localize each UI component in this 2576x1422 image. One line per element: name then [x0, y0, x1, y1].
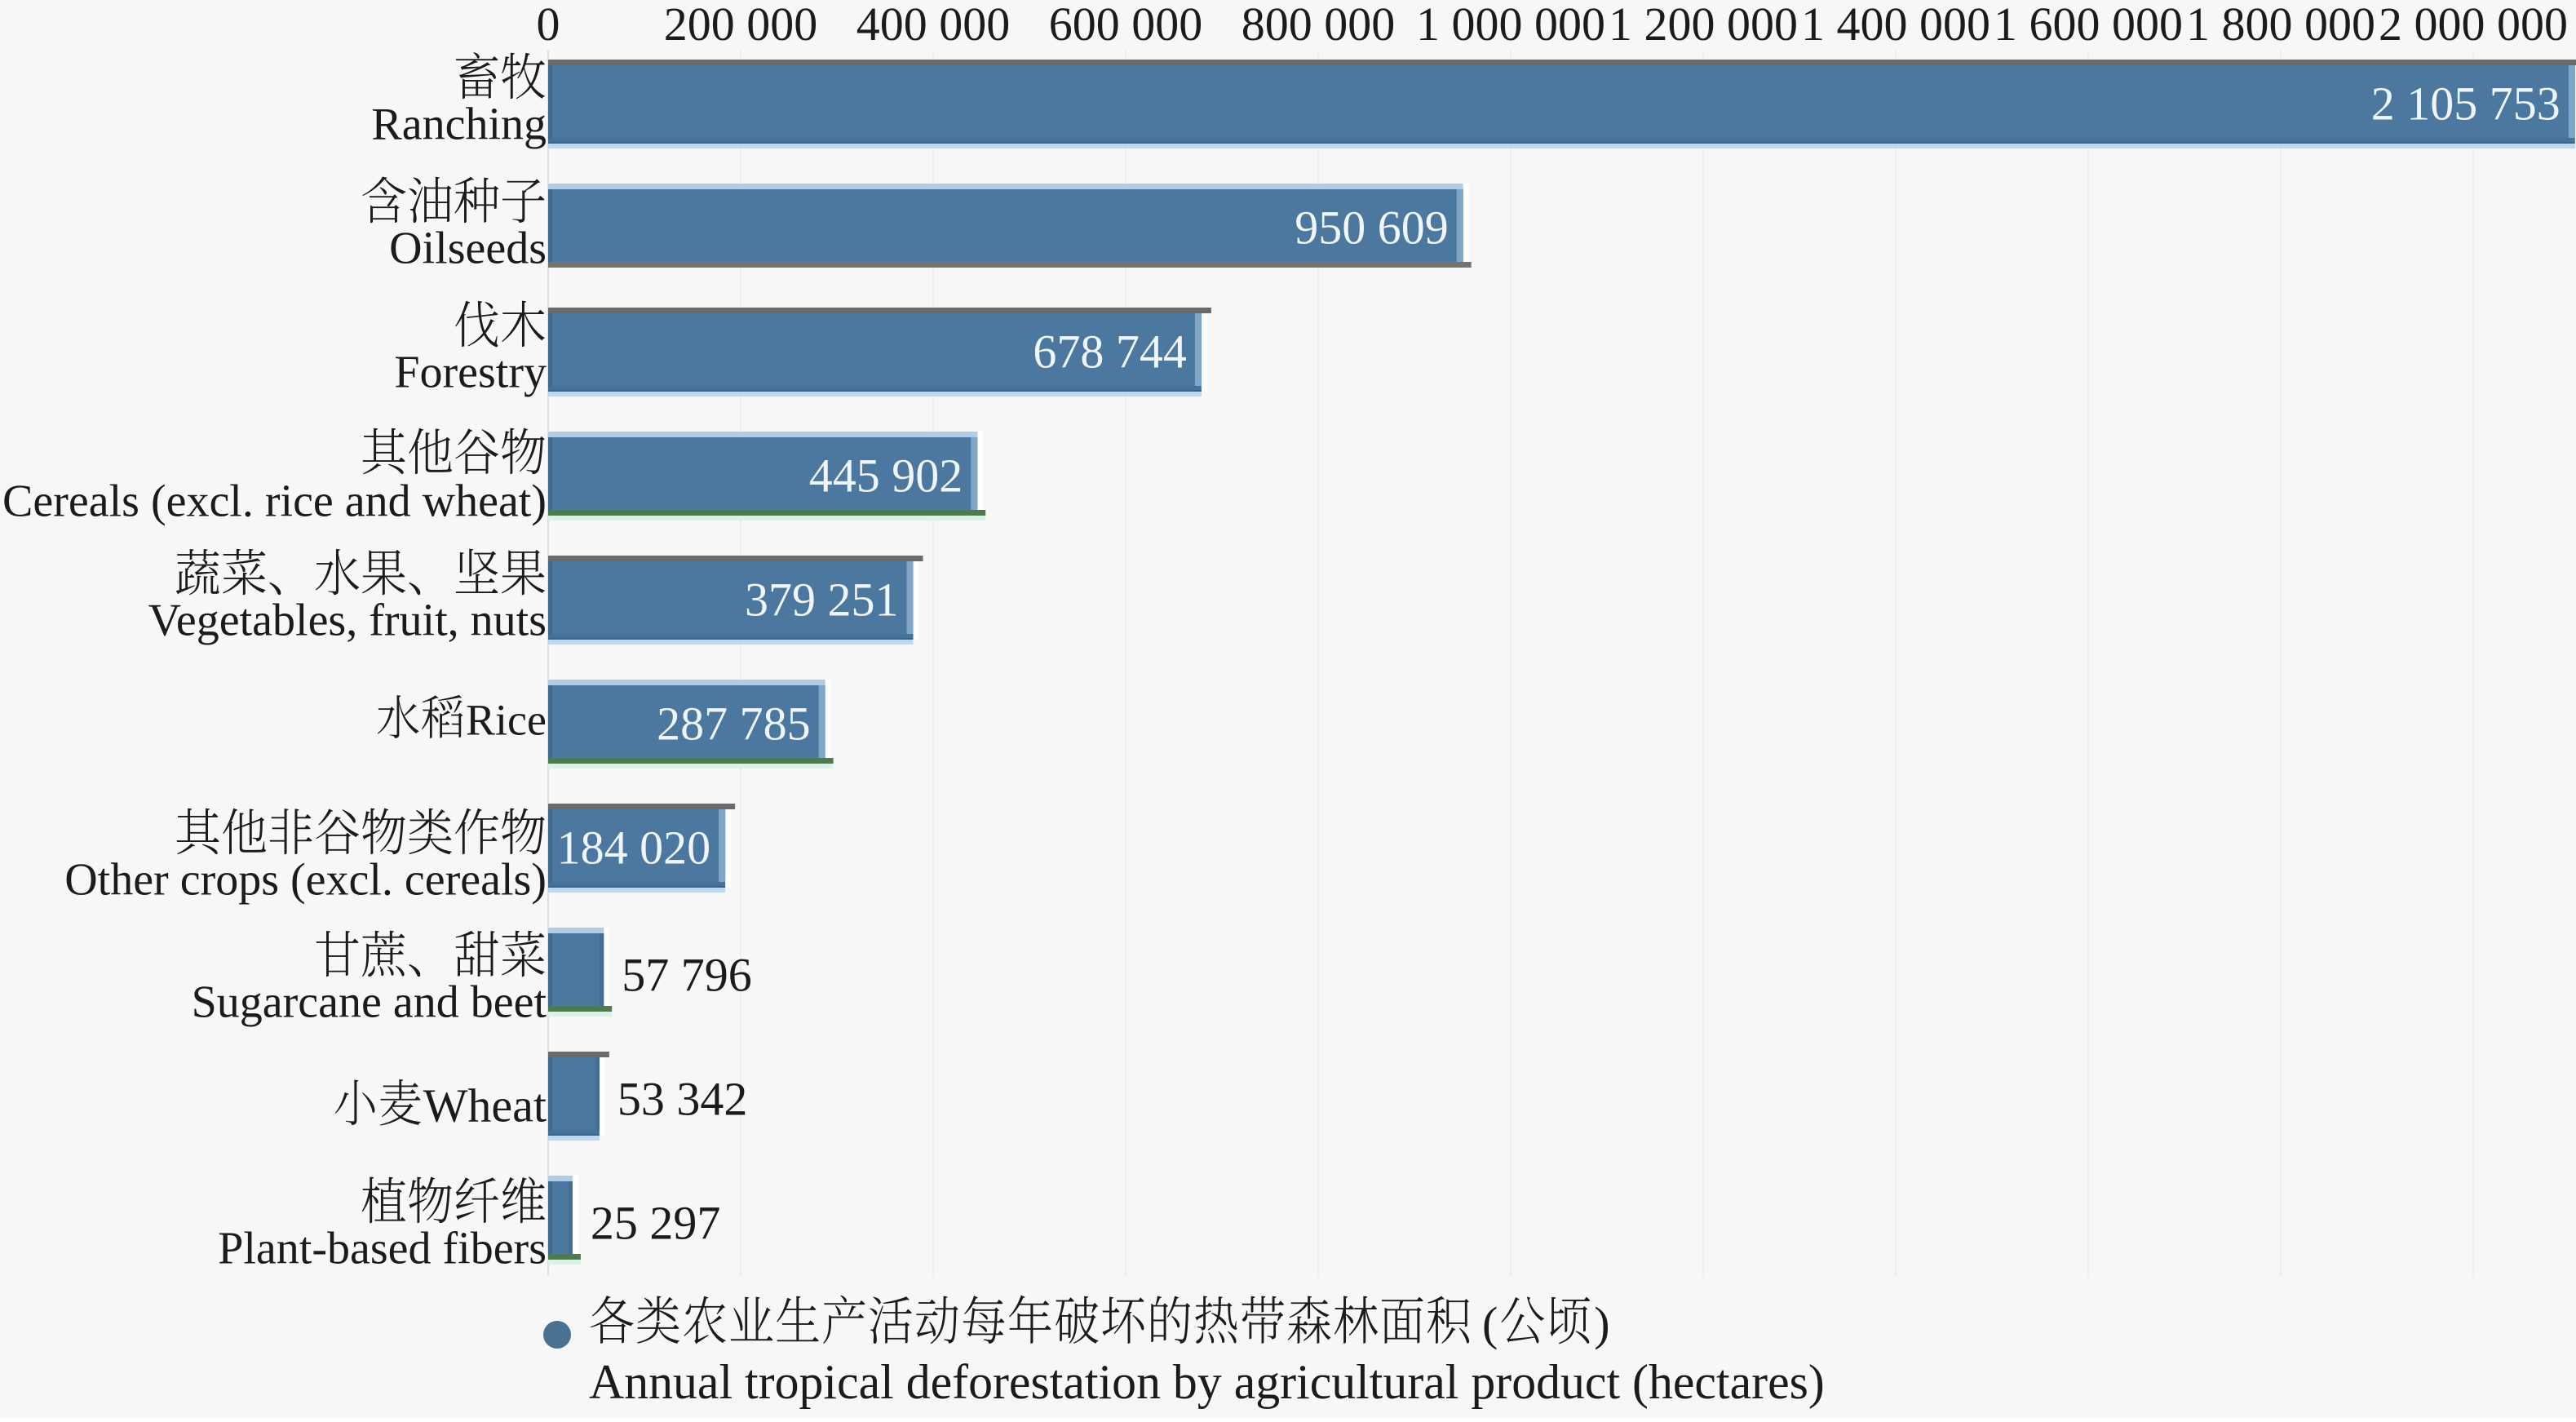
svg-text:(: (	[1482, 1297, 1498, 1350]
svg-text:184 020: 184 020	[557, 822, 711, 875]
svg-text:Vegetables, fruit, nuts: Vegetables, fruit, nuts	[148, 596, 547, 646]
svg-text:379 251: 379 251	[745, 574, 899, 627]
svg-text:1 800 000: 1 800 000	[2186, 0, 2375, 51]
svg-text:1 600 000: 1 600 000	[1994, 0, 2183, 51]
svg-text:950 609: 950 609	[1295, 202, 1449, 255]
svg-text:1 200 000: 1 200 000	[1609, 0, 1798, 51]
svg-text:0: 0	[537, 0, 560, 51]
svg-text:Ranching: Ranching	[371, 100, 547, 150]
svg-text:1 400 000: 1 400 000	[1801, 0, 1990, 51]
svg-text:400 000: 400 000	[856, 0, 1011, 51]
svg-text:2 105 753: 2 105 753	[2371, 78, 2561, 131]
svg-text:600 000: 600 000	[1049, 0, 1203, 51]
svg-text:Rice: Rice	[466, 696, 547, 745]
svg-text:678 744: 678 744	[1033, 326, 1187, 379]
svg-text:1 000 000: 1 000 000	[1416, 0, 1605, 51]
svg-text:200 000: 200 000	[664, 0, 818, 51]
svg-text:53 342: 53 342	[617, 1073, 748, 1126]
svg-text:Annual tropical deforestation: Annual tropical deforestation by agricul…	[589, 1355, 1825, 1409]
svg-text:Plant-based fibers: Plant-based fibers	[218, 1224, 547, 1274]
svg-text:Sugarcane and beet: Sugarcane and beet	[192, 977, 547, 1028]
svg-text:Forestry: Forestry	[394, 348, 547, 398]
svg-text:): )	[1594, 1297, 1609, 1350]
svg-text:Cereals (excl. rice and wheat): Cereals (excl. rice and wheat)	[2, 476, 547, 527]
svg-text:25 297: 25 297	[591, 1197, 721, 1250]
svg-text:Oilseeds: Oilseeds	[389, 224, 547, 274]
svg-text:Other crops (excl. cereals): Other crops (excl. cereals)	[64, 855, 547, 906]
svg-text:445 902: 445 902	[809, 450, 963, 503]
svg-text:2 000 000: 2 000 000	[2379, 0, 2568, 51]
svg-text:287 785: 287 785	[657, 698, 811, 751]
svg-text:57 796: 57 796	[622, 949, 752, 1002]
svg-text:Wheat: Wheat	[423, 1079, 547, 1132]
svg-text:800 000: 800 000	[1242, 0, 1396, 51]
